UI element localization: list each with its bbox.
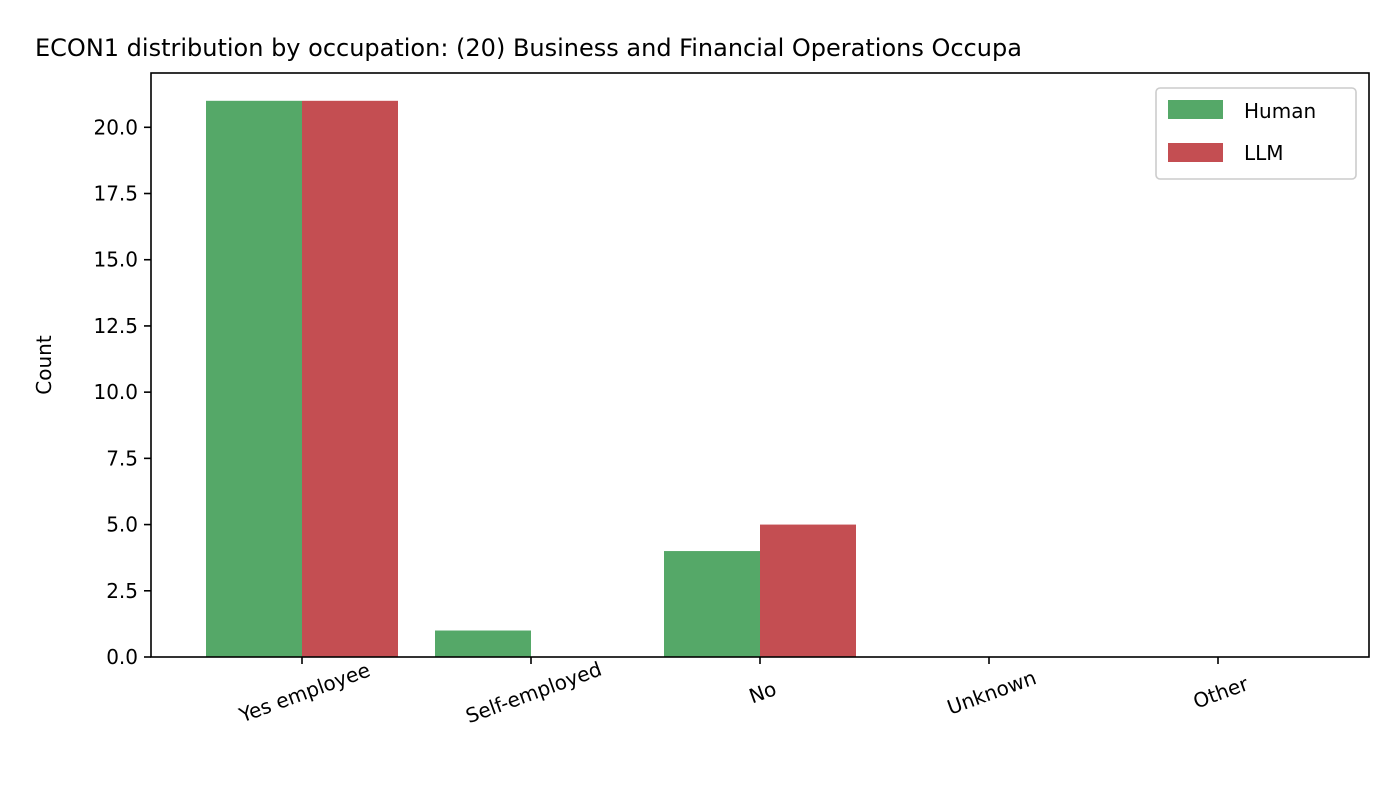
x-axis: Yes employee Self-employed No Unknown Other [235, 657, 1252, 728]
chart-title: ECON1 distribution by occupation: (20) B… [35, 34, 1022, 62]
legend-label-llm: LLM [1244, 141, 1284, 165]
x-tick-label: Yes employee [235, 658, 373, 728]
y-tick-label: 15.0 [93, 248, 138, 272]
legend: Human LLM [1155, 87, 1357, 180]
y-tick-label: 7.5 [106, 446, 138, 470]
bar-human [664, 551, 760, 657]
y-tick-label: 17.5 [93, 182, 138, 206]
x-tick-label: No [746, 676, 780, 708]
legend-swatch-llm [1168, 143, 1223, 162]
bars-layer [206, 100, 856, 658]
bar-human [435, 630, 531, 657]
bar-llm [302, 100, 398, 658]
y-tick-label: 12.5 [93, 314, 138, 338]
x-tick-label: Unknown [944, 665, 1039, 719]
y-tick-label: 10.0 [93, 380, 138, 404]
bar-llm [760, 524, 856, 657]
y-axis-label: Count [32, 335, 56, 395]
legend-label-human: Human [1244, 99, 1316, 123]
x-tick-label: Other [1190, 671, 1252, 713]
y-axis: 0.0 2.5 5.0 7.5 10.0 12.5 15.0 17.5 20.0 [93, 115, 151, 669]
y-tick-label: 2.5 [106, 579, 138, 603]
y-tick-label: 0.0 [106, 645, 138, 669]
bar-human [206, 100, 302, 658]
legend-swatch-human [1168, 100, 1223, 119]
x-tick-label: Self-employed [462, 657, 604, 728]
y-tick-label: 20.0 [93, 115, 138, 139]
y-tick-label: 5.0 [106, 513, 138, 537]
